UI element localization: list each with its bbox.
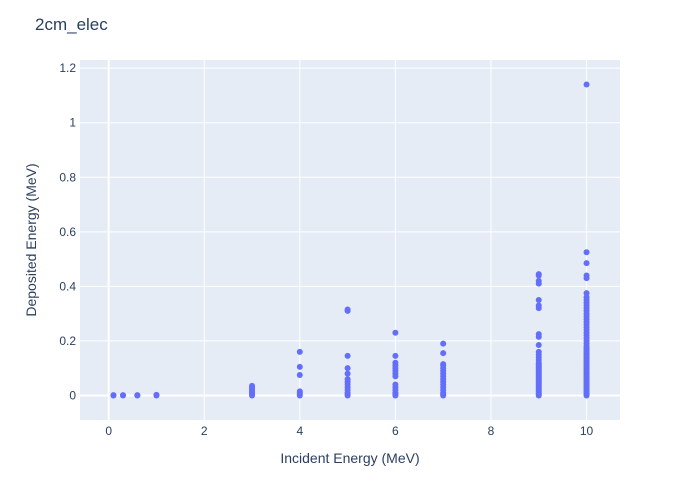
data-point <box>344 352 351 359</box>
data-point <box>535 277 542 284</box>
y-axis-title: Deposited Energy (MeV) <box>23 163 39 316</box>
data-point <box>344 370 351 377</box>
data-point <box>440 350 447 357</box>
data-point <box>440 361 447 368</box>
y-tick-label: 0.4 <box>59 279 76 293</box>
x-tick-label: 8 <box>488 424 495 438</box>
x-tick-label: 6 <box>392 424 399 438</box>
data-point <box>296 348 303 355</box>
data-point <box>583 249 590 256</box>
data-point <box>120 392 127 399</box>
data-point <box>583 81 590 88</box>
data-point <box>440 340 447 347</box>
data-point <box>110 392 117 399</box>
x-tick-label: 10 <box>580 424 594 438</box>
x-tick-label: 4 <box>296 424 303 438</box>
data-point <box>392 352 399 359</box>
data-point <box>392 359 399 366</box>
data-point <box>392 381 399 388</box>
data-point <box>249 382 256 389</box>
data-point <box>344 306 351 313</box>
data-point <box>134 392 141 399</box>
x-axis-title: Incident Energy (MeV) <box>280 450 419 466</box>
data-point <box>392 329 399 336</box>
data-point <box>296 388 303 395</box>
data-point <box>344 376 351 383</box>
data-point <box>583 260 590 267</box>
y-tick-label: 0 <box>69 388 76 402</box>
y-tick-label: 1 <box>69 116 76 130</box>
x-tick-label: 0 <box>105 424 112 438</box>
data-point <box>296 372 303 378</box>
x-tick-labels: 0 2 4 6 8 10 <box>105 424 593 438</box>
data-point <box>535 271 542 278</box>
data-points <box>110 81 590 399</box>
plot-area <box>80 60 620 420</box>
y-tick-label: 1.2 <box>59 61 76 75</box>
data-point <box>153 391 160 398</box>
chart-title: 2cm_elec <box>35 15 108 34</box>
data-point <box>535 348 542 355</box>
grid-lines <box>80 60 620 420</box>
data-point <box>535 342 542 348</box>
data-point <box>344 365 351 372</box>
data-point <box>535 297 542 303</box>
data-point <box>535 331 542 338</box>
data-point <box>535 302 542 309</box>
data-point <box>583 272 590 279</box>
x-tick-label: 2 <box>201 424 208 438</box>
y-tick-label: 0.6 <box>59 225 76 239</box>
data-point <box>583 290 590 297</box>
y-tick-label: 0.2 <box>59 334 76 348</box>
y-tick-label: 0.8 <box>59 170 76 184</box>
y-tick-labels: 0 0.2 0.4 0.6 0.8 1 1.2 <box>59 61 76 402</box>
data-point <box>296 363 303 370</box>
